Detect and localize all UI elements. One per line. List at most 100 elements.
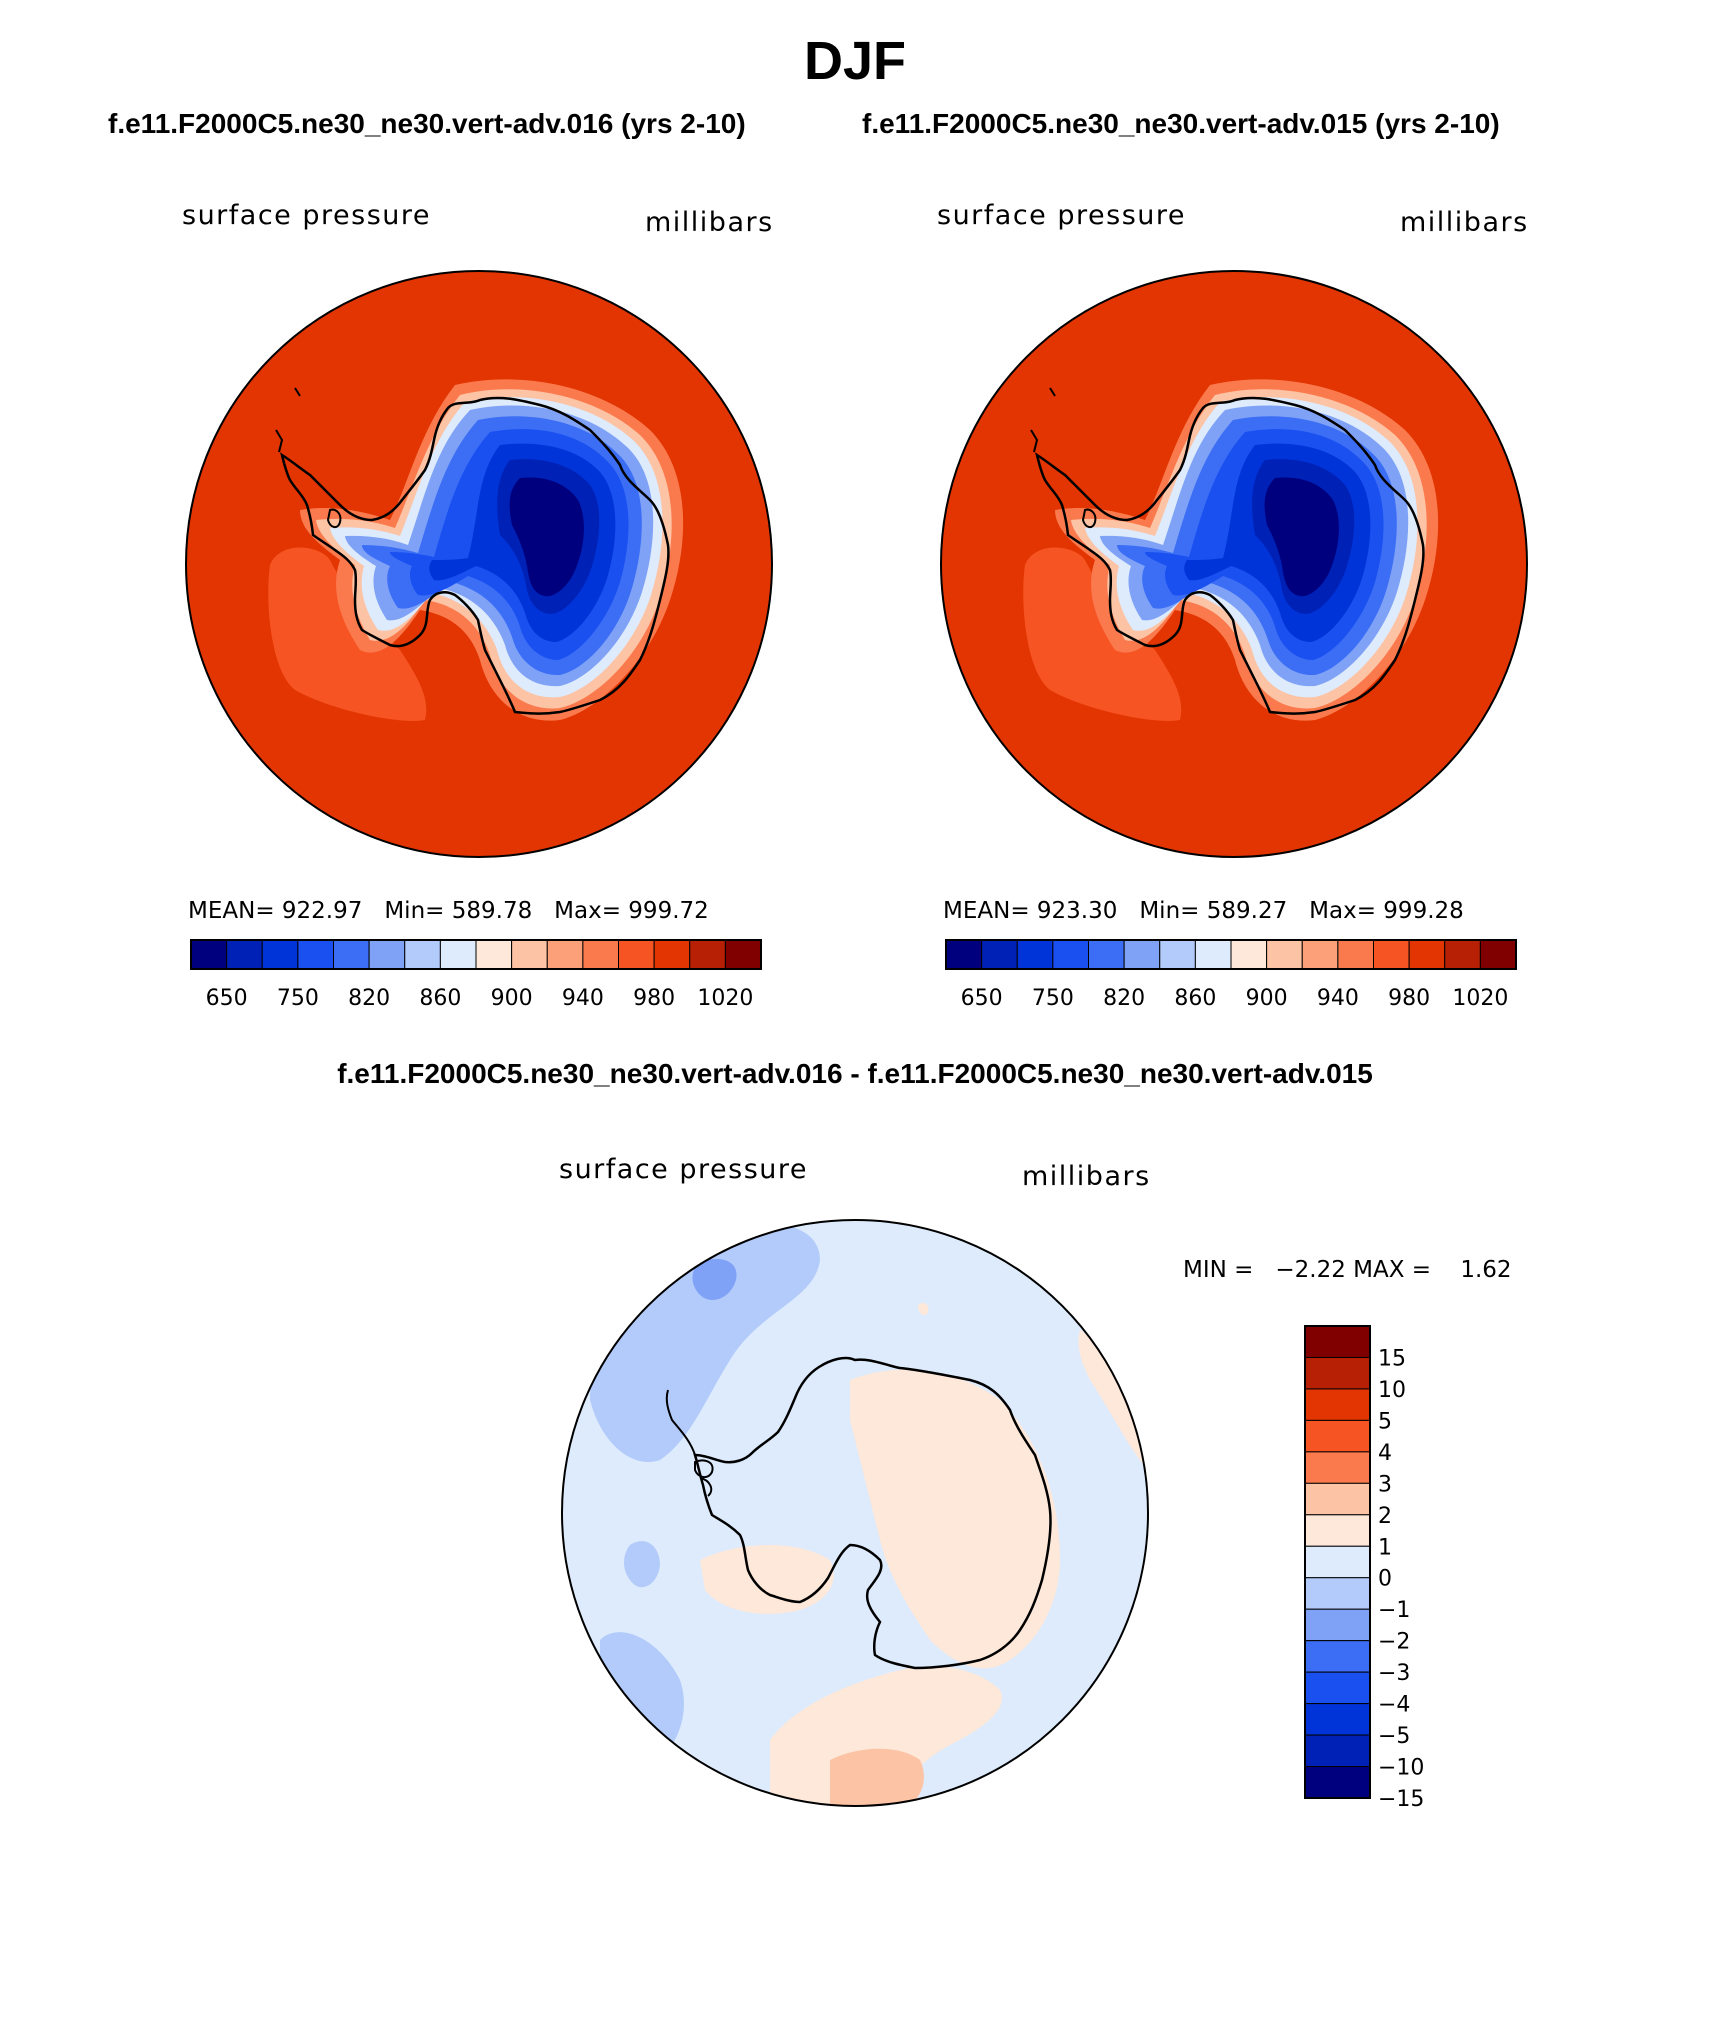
diff-max-label: MAX = bbox=[1353, 1257, 1432, 1283]
panel1-colorbar-tick-label: 860 bbox=[419, 986, 461, 1011]
panel2-colorbar-swatch bbox=[1159, 939, 1196, 970]
panel2-colorbar-swatch bbox=[1444, 939, 1481, 970]
diff-colorbar-swatch bbox=[1304, 1419, 1371, 1453]
panel1-min-label: Min= bbox=[384, 898, 445, 924]
diff-colorbar-swatch bbox=[1304, 1766, 1371, 1799]
panel2-colorbar-swatch bbox=[1016, 939, 1054, 970]
panel2-mean-value: 923.30 bbox=[1036, 898, 1118, 924]
panel1-mean-label: MEAN= bbox=[188, 898, 275, 924]
panel1-colorbar-swatch bbox=[724, 939, 762, 970]
panel2-colorbar-swatch bbox=[1479, 939, 1517, 970]
panel1-colorbar-tick-label: 650 bbox=[206, 986, 248, 1011]
panel2-colorbar-swatch bbox=[945, 939, 983, 970]
panel1-colorbar-swatch bbox=[404, 939, 441, 970]
diff-colorbar-swatch bbox=[1304, 1734, 1371, 1768]
panel1-colorbar-tick-label: 900 bbox=[491, 986, 533, 1011]
diff-colorbar-tick-label: −4 bbox=[1378, 1693, 1410, 1718]
panel2-colorbar-swatch bbox=[1266, 939, 1303, 970]
panel2-colorbar-swatch bbox=[1301, 939, 1339, 970]
panel2-units-label: millibars bbox=[1400, 207, 1529, 238]
panel2-map bbox=[940, 270, 1528, 858]
diff-colorbar-tick-label: 15 bbox=[1378, 1346, 1406, 1371]
diff-min-label: MIN = bbox=[1183, 1257, 1254, 1283]
diff-colorbar-tick-label: −5 bbox=[1378, 1724, 1410, 1749]
diff-colorbar-tick-label: 5 bbox=[1378, 1409, 1392, 1434]
panel2-colorbar: 650 750 820 860 900 940 980 1020 bbox=[945, 939, 1517, 1011]
diff-max-value: 1.62 bbox=[1460, 1257, 1512, 1283]
panel2-colorbar-swatch bbox=[1123, 939, 1161, 970]
panel1-colorbar-tick-label: 940 bbox=[562, 986, 604, 1011]
panel1-colorbar-swatch bbox=[582, 939, 619, 970]
panel1-colorbar-tick-label: 980 bbox=[633, 986, 675, 1011]
panel2-mean-label: MEAN= bbox=[943, 898, 1030, 924]
panel1-colorbar-swatch bbox=[297, 939, 334, 970]
diff-colorbar-tick-label: 3 bbox=[1378, 1472, 1392, 1497]
panel1-units-label: millibars bbox=[645, 207, 774, 238]
panel2-max-value: 999.28 bbox=[1383, 898, 1464, 924]
diff-colorbar-tick-label: −15 bbox=[1378, 1787, 1424, 1812]
panel1-colorbar-swatch bbox=[226, 939, 263, 970]
diff-colorbar-tick-label: 2 bbox=[1378, 1504, 1392, 1529]
panel2-colorbar-tick-label: 750 bbox=[1032, 986, 1074, 1011]
panel2-colorbar-tick-label: 820 bbox=[1103, 986, 1145, 1011]
panel1-colorbar-swatch bbox=[190, 939, 228, 970]
panel2-colorbar-tick-label: 900 bbox=[1246, 986, 1288, 1011]
panel1-variable-label: surface pressure bbox=[182, 200, 431, 231]
panel2-stats: MEAN= 923.30 Min= 589.27 Max= 999.28 bbox=[943, 898, 1464, 924]
panel2-case-title: f.e11.F2000C5.ne30_ne30.vert-adv.015 (yr… bbox=[862, 108, 1500, 139]
panel2-colorbar-swatch bbox=[1088, 939, 1125, 970]
diff-variable-label: surface pressure bbox=[559, 1154, 808, 1185]
diff-units-label: millibars bbox=[1022, 1161, 1151, 1192]
panel1-colorbar-swatch bbox=[261, 939, 299, 970]
panel2-colorbar-swatch bbox=[1194, 939, 1232, 970]
diff-minmax: MIN = −2.22 MAX = 1.62 bbox=[1183, 1257, 1512, 1283]
panel2-colorbar-swatch bbox=[1408, 939, 1446, 970]
panel1-min-value: 589.78 bbox=[451, 898, 533, 924]
panel2-colorbar-swatch bbox=[1337, 939, 1374, 970]
diff-colorbar-tick-label: −10 bbox=[1378, 1756, 1424, 1781]
panel1-colorbar-tick-label: 750 bbox=[277, 986, 319, 1011]
diff-colorbar-tick-label: 10 bbox=[1378, 1378, 1406, 1403]
panel2-colorbar-swatch bbox=[981, 939, 1018, 970]
panel2-max-label: Max= bbox=[1309, 898, 1376, 924]
diff-colorbar-swatch bbox=[1304, 1640, 1371, 1673]
diff-min-value: −2.22 bbox=[1275, 1257, 1346, 1283]
diff-colorbar-swatch bbox=[1304, 1482, 1371, 1516]
diff-colorbar-swatch bbox=[1304, 1608, 1371, 1642]
diff-colorbar-frame bbox=[1304, 1325, 1371, 1799]
panel1-map bbox=[185, 270, 773, 858]
panel1-max-value: 999.72 bbox=[628, 898, 709, 924]
panel1-case-title: f.e11.F2000C5.ne30_ne30.vert-adv.016 (yr… bbox=[108, 108, 746, 139]
panel1-colorbar-frame bbox=[190, 939, 762, 970]
panel2-min-value: 589.27 bbox=[1206, 898, 1288, 924]
panel1-colorbar-swatch bbox=[333, 939, 370, 970]
panel1-max-label: Max= bbox=[554, 898, 621, 924]
panel1-colorbar-swatch bbox=[653, 939, 691, 970]
panel2-colorbar-tick-label: 940 bbox=[1317, 986, 1359, 1011]
panel2-colorbar-swatch bbox=[1052, 939, 1089, 970]
diff-colorbar-swatch bbox=[1304, 1514, 1371, 1547]
diff-colorbar-tick-label: −2 bbox=[1378, 1630, 1410, 1655]
panel2-variable-label: surface pressure bbox=[937, 200, 1186, 231]
panel1-colorbar-swatch bbox=[475, 939, 513, 970]
diff-colorbar-swatch bbox=[1304, 1577, 1371, 1610]
panel2-min-label: Min= bbox=[1139, 898, 1200, 924]
panel1-colorbar-swatch bbox=[689, 939, 726, 970]
panel2-colorbar-swatch bbox=[1373, 939, 1410, 970]
diff-colorbar-swatch bbox=[1304, 1703, 1371, 1736]
panel2-colorbar-swatch bbox=[1230, 939, 1268, 970]
panel1-colorbar-swatch bbox=[511, 939, 548, 970]
panel1-colorbar-swatch bbox=[546, 939, 584, 970]
diff-colorbar-swatch bbox=[1304, 1545, 1371, 1579]
diff-colorbar-tick-label: −3 bbox=[1378, 1661, 1410, 1686]
panel2-colorbar-tick-label: 980 bbox=[1388, 986, 1430, 1011]
panel1-colorbar-tick-label: 820 bbox=[348, 986, 390, 1011]
diff-colorbar-swatch bbox=[1304, 1671, 1371, 1705]
panel1-stats: MEAN= 922.97 Min= 589.78 Max= 999.72 bbox=[188, 898, 709, 924]
diff-colorbar-tick-label: 0 bbox=[1378, 1567, 1392, 1592]
figure-title: DJF bbox=[803, 31, 906, 91]
difference-map bbox=[561, 1219, 1149, 1807]
diff-colorbar-tick-label: 4 bbox=[1378, 1441, 1392, 1466]
